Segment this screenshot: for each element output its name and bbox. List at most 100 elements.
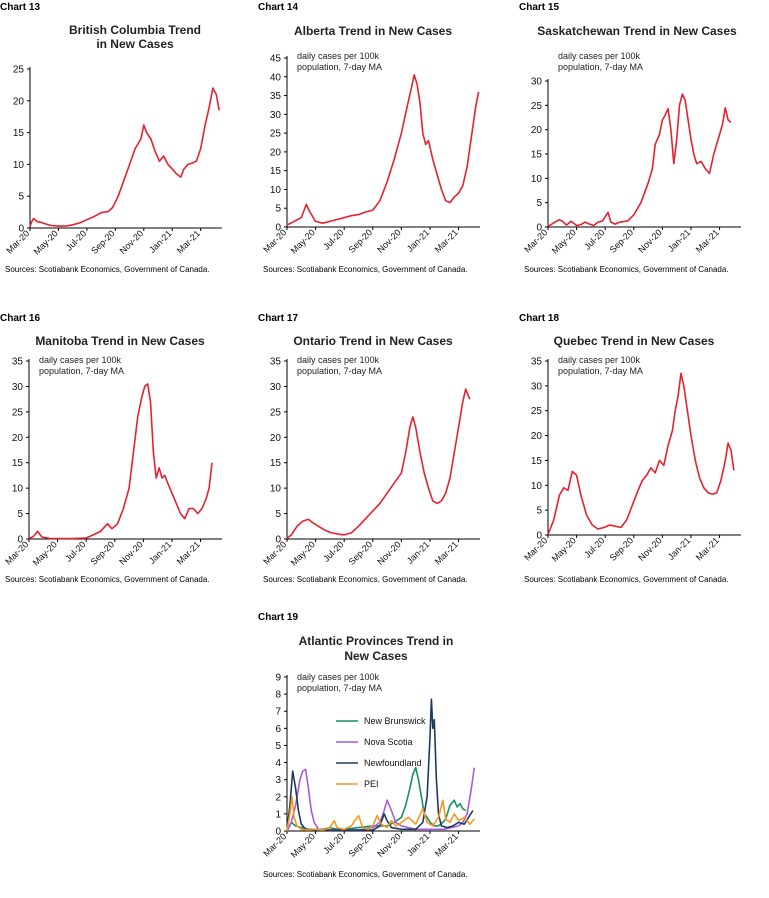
chart-14-annotation: daily cases per 100k bbox=[297, 51, 380, 61]
chart-17-panel: Chart 17 Ontario Trend in New Cases daily… bbox=[258, 313, 513, 603]
chart-15-series-line bbox=[547, 93, 732, 228]
chart-16-number: Chart 16 bbox=[0, 313, 41, 324]
chart-17-number: Chart 17 bbox=[258, 313, 299, 324]
chart-17-x-tick-label: Jan-21 bbox=[405, 539, 432, 566]
chart-14-y-tick-label: 0 bbox=[275, 223, 281, 234]
chart-16-x-tick-label: Jan-21 bbox=[147, 539, 174, 566]
chart-18-x-tick-label: Jul-20 bbox=[582, 535, 606, 559]
chart-18-plot: Quebec Trend in New Cases daily cases per… bbox=[522, 334, 741, 564]
chart-14-y-tick-label: 20 bbox=[270, 147, 282, 158]
chart-14-y-tick-label: 10 bbox=[270, 185, 282, 196]
chart-16-x-tick-label: May-20 bbox=[31, 539, 59, 567]
chart-15-y-tick-label: 5 bbox=[536, 198, 542, 209]
chart-13-number: Chart 13 bbox=[0, 2, 41, 13]
chart-14-plot: Alberta Trend in New Cases daily cases pe… bbox=[261, 24, 480, 256]
chart-15-y-tick-label: 25 bbox=[531, 101, 543, 112]
chart-17-y-tick-label: 25 bbox=[270, 407, 282, 418]
chart-14-x-tick-label: Jan-21 bbox=[405, 227, 432, 254]
chart-19-source: Sources: Scotiabank Economics, Governmen… bbox=[263, 870, 468, 879]
chart-14-series-line bbox=[286, 74, 480, 226]
chart-17-annotation: daily cases per 100k bbox=[297, 355, 380, 365]
chart-19-legend-label-pei: PEI bbox=[364, 779, 379, 789]
chart-19-legend-label-nova-scotia: Nova Scotia bbox=[364, 737, 413, 747]
chart-13-y-tick-label: 20 bbox=[13, 96, 25, 107]
chart-16-y-tick-label: 30 bbox=[12, 382, 24, 393]
chart-17-x-tick-label: May-20 bbox=[289, 539, 317, 567]
chart-16-y-tick-label: 10 bbox=[12, 484, 24, 495]
chart-19-y-tick-label: 7 bbox=[275, 707, 281, 718]
chart-14-title: Alberta Trend in New Cases bbox=[294, 24, 452, 38]
chart-16-annotation: population, 7-day MA bbox=[39, 366, 124, 376]
chart-15-x-tick-label: Nov-20 bbox=[636, 227, 664, 255]
chart-14-x-tick-label: Nov-20 bbox=[375, 227, 403, 255]
chart-17-source: Sources: Scotiabank Economics, Governmen… bbox=[263, 575, 468, 584]
chart-15-annotation: daily cases per 100k bbox=[558, 51, 641, 61]
chart-14-y-tick-label: 5 bbox=[275, 204, 281, 215]
chart-19-title: Atlantic Provinces Trend in bbox=[299, 634, 454, 648]
chart-13-x-tick-label: Nov-20 bbox=[118, 228, 146, 256]
chart-19-x-tick-label: Jan-21 bbox=[405, 831, 432, 858]
chart-16-annotation: daily cases per 100k bbox=[39, 355, 122, 365]
chart-16-x-tick-label: Nov-20 bbox=[117, 539, 145, 567]
chart-14-source: Sources: Scotiabank Economics, Governmen… bbox=[263, 265, 468, 274]
chart-19-legend-label-newfoundland: Newfoundland bbox=[364, 758, 422, 768]
chart-17-plot: Ontario Trend in New Cases daily cases pe… bbox=[261, 334, 480, 568]
chart-15-plot: Saskatchewan Trend in New Cases daily cas… bbox=[522, 24, 741, 256]
chart-19-annotation: population, 7-day MA bbox=[297, 683, 382, 693]
chart-18-y-tick-label: 5 bbox=[536, 506, 542, 517]
chart-14-y-tick-label: 30 bbox=[270, 110, 282, 121]
chart-13-x-tick-label: Mar-21 bbox=[175, 228, 202, 255]
chart-19-x-tick-label: Sep-20 bbox=[347, 831, 375, 859]
chart-17-x-tick-label: Jul-20 bbox=[321, 539, 345, 563]
chart-17-annotation: population, 7-day MA bbox=[297, 366, 382, 376]
chart-14-number: Chart 14 bbox=[258, 2, 299, 13]
chart-17-y-tick-label: 10 bbox=[270, 484, 282, 495]
chart-18-y-tick-label: 20 bbox=[531, 431, 543, 442]
chart-14-x-tick-label: Mar-21 bbox=[433, 227, 460, 254]
chart-15-y-tick-label: 20 bbox=[531, 125, 543, 136]
chart-16-title: Manitoba Trend in New Cases bbox=[35, 334, 205, 348]
chart-16-y-tick-label: 15 bbox=[12, 458, 24, 469]
chart-19-y-tick-label: 4 bbox=[275, 758, 281, 769]
chart-19-series-newfoundland bbox=[286, 698, 474, 832]
chart-16-x-tick-label: Mar-21 bbox=[175, 539, 202, 566]
chart-15-x-tick-label: Jan-21 bbox=[666, 227, 693, 254]
chart-14-y-tick-label: 25 bbox=[270, 129, 282, 140]
chart-19-y-tick-label: 6 bbox=[275, 724, 281, 735]
chart-19-x-tick-label: May-20 bbox=[289, 831, 317, 859]
chart-18-x-tick-label: Sep-20 bbox=[608, 535, 636, 563]
chart-16-x-tick-label: Jul-20 bbox=[63, 539, 87, 563]
chart-13-y-tick-label: 0 bbox=[18, 224, 24, 235]
chart-19-y-tick-label: 8 bbox=[275, 690, 281, 701]
chart-15-y-tick-label: 0 bbox=[536, 223, 542, 234]
chart-18-y-tick-label: 25 bbox=[531, 406, 543, 417]
chart-19-y-tick-label: 9 bbox=[275, 673, 281, 684]
chart-15-y-tick-label: 30 bbox=[531, 77, 543, 88]
chart-18-x-tick-label: Jan-21 bbox=[666, 535, 693, 562]
chart-18-series-line bbox=[547, 372, 735, 535]
chart-15-x-tick-label: Mar-21 bbox=[694, 227, 721, 254]
chart-19-series-pei bbox=[286, 796, 475, 832]
chart-13-series-line bbox=[29, 87, 220, 227]
chart-13-y-tick-label: 10 bbox=[13, 160, 25, 171]
chart-19-x-tick-label: Nov-20 bbox=[375, 831, 403, 859]
chart-18-x-tick-label: May-20 bbox=[550, 535, 578, 563]
chart-19-y-tick-label: 5 bbox=[275, 741, 281, 752]
chart-16-x-tick-label: Sep-20 bbox=[89, 539, 117, 567]
chart-15-x-tick-label: May-20 bbox=[550, 227, 578, 255]
chart-13-y-tick-label: 25 bbox=[13, 65, 25, 76]
chart-13-panel: Chart 13 British Columbia Trend in New Ca… bbox=[0, 2, 255, 292]
chart-16-panel: Chart 16 Manitoba Trend in New Cases dail… bbox=[0, 313, 255, 603]
chart-13-x-tick-label: Jan-21 bbox=[147, 228, 174, 255]
chart-17-y-tick-label: 35 bbox=[270, 357, 282, 368]
chart-18-y-tick-label: 35 bbox=[531, 357, 543, 368]
chart-14-panel: Chart 14 Alberta Trend in New Cases daily… bbox=[258, 2, 513, 292]
chart-17-y-tick-label: 15 bbox=[270, 458, 282, 469]
chart-13-source: Sources: Scotiabank Economics, Governmen… bbox=[5, 265, 210, 274]
chart-17-series-line bbox=[286, 388, 471, 540]
chart-19-y-tick-label: 3 bbox=[275, 775, 281, 786]
chart-16-source: Sources: Scotiabank Economics, Governmen… bbox=[5, 575, 210, 584]
chart-18-x-tick-label: Nov-20 bbox=[636, 535, 664, 563]
chart-17-y-tick-label: 20 bbox=[270, 433, 282, 444]
chart-19-x-tick-label: Jul-20 bbox=[321, 831, 345, 855]
